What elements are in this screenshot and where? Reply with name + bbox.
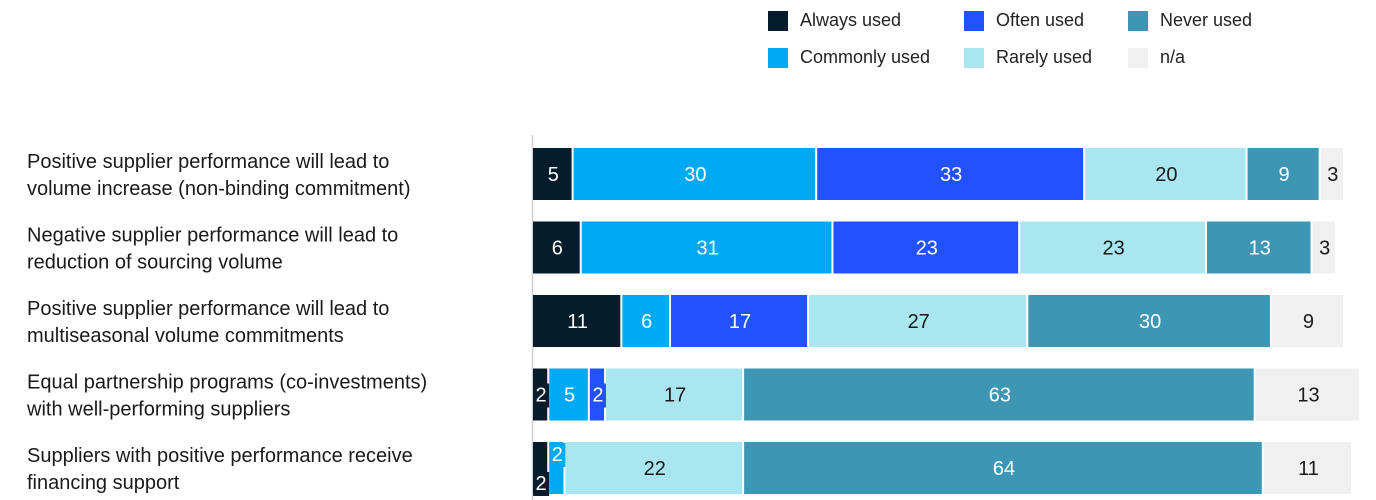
- legend-label: n/a: [1160, 47, 1186, 67]
- category-label: Negative supplier performance will lead …: [27, 225, 398, 247]
- legend-item: Always used: [768, 10, 901, 31]
- bar-segment: [573, 148, 816, 200]
- legend-item: Commonly used: [768, 47, 930, 68]
- bar-segment: [581, 221, 832, 274]
- value-label: 20: [1155, 164, 1177, 186]
- bar-segment: [744, 442, 1262, 494]
- bar-segment: [1263, 442, 1352, 494]
- value-label: 31: [696, 238, 718, 260]
- value-label: 23: [1102, 238, 1124, 260]
- value-tag: [533, 472, 550, 496]
- value-label: 3: [1327, 164, 1338, 186]
- bar-segment: [606, 368, 743, 421]
- value-label: 13: [1249, 238, 1271, 260]
- category-label: financing support: [27, 472, 180, 494]
- value-label: 9: [1279, 164, 1290, 186]
- bar-segment: [1271, 295, 1343, 347]
- bar-segment: [565, 442, 743, 494]
- bar-segment: [1206, 221, 1311, 274]
- value-label: 9: [1303, 311, 1314, 333]
- legend-item: Often used: [964, 10, 1084, 31]
- legend-swatch: [964, 47, 984, 68]
- category-label: reduction of sourcing volume: [27, 252, 283, 274]
- value-label: 2: [536, 473, 547, 495]
- bar-segment: [533, 221, 580, 274]
- bar-segment: [1312, 221, 1335, 274]
- value-label: 27: [908, 311, 930, 333]
- chart-legend: Always used Often used Never used Commonly …: [768, 10, 1288, 80]
- category-label: volume increase (non-binding commitment): [27, 178, 411, 200]
- bar-segment: [1028, 295, 1270, 347]
- value-label: 17: [664, 385, 686, 407]
- bar-segment: [817, 148, 1084, 200]
- legend-item: Never used: [1128, 10, 1252, 31]
- value-label: 63: [989, 385, 1011, 407]
- value-label: 22: [644, 458, 666, 480]
- bar-segment: [744, 368, 1254, 421]
- category-label: Equal partnership programs (co-investmen…: [27, 372, 427, 394]
- legend-swatch: [768, 10, 788, 31]
- value-label: 30: [1139, 311, 1161, 333]
- value-label: 2: [592, 385, 603, 407]
- bar-segment: [533, 148, 572, 200]
- bar-segment: [1020, 221, 1205, 274]
- legend-swatch: [768, 47, 788, 68]
- value-label: 23: [916, 238, 938, 260]
- legend-swatch: [1128, 10, 1148, 31]
- value-label: 2: [552, 444, 563, 466]
- value-tag: [549, 443, 566, 467]
- value-tag: [589, 383, 606, 408]
- value-label: 6: [552, 238, 563, 260]
- value-label: 5: [548, 164, 559, 186]
- legend-label: Often used: [996, 10, 1085, 30]
- legend-swatch: [964, 10, 984, 31]
- bar-segment: [671, 295, 808, 347]
- value-tag: [533, 383, 550, 408]
- legend-item: n/a: [1128, 47, 1185, 68]
- value-label: 11: [567, 311, 588, 333]
- legend-label: Never used: [1160, 10, 1253, 30]
- value-label: 6: [641, 311, 652, 333]
- value-label: 11: [1298, 458, 1319, 480]
- legend-item: Rarely used: [964, 47, 1092, 68]
- category-label: multiseasonal volume commitments: [27, 325, 344, 347]
- bar-segment: [809, 295, 1027, 347]
- legend-label: Rarely used: [996, 47, 1093, 67]
- value-label: 2: [536, 385, 547, 407]
- value-label: 13: [1297, 385, 1319, 407]
- value-label: 3: [1319, 238, 1330, 260]
- legend-label: Always used: [800, 10, 902, 30]
- legend-swatch: [1128, 47, 1148, 68]
- value-label: 5: [564, 385, 575, 407]
- category-label: Positive supplier performance will lead …: [27, 298, 389, 320]
- category-label: Positive supplier performance will lead …: [27, 151, 389, 173]
- bar-segment: [1255, 368, 1360, 421]
- bar-segment: [1320, 148, 1343, 200]
- bar-segment: [833, 221, 1019, 274]
- bar-segment: [549, 368, 588, 421]
- bar-segment: [533, 295, 621, 347]
- stacked-bar-chart: Positive supplier performance will lead …: [26, 135, 1360, 500]
- value-label: 33: [940, 164, 962, 186]
- legend-label: Commonly used: [800, 47, 931, 67]
- category-label: Suppliers with positive performance rece…: [27, 445, 413, 467]
- bar-segment: [622, 295, 670, 347]
- bar-segment: [1085, 148, 1246, 200]
- value-label: 30: [684, 164, 706, 186]
- value-label: 64: [993, 458, 1015, 480]
- value-label: 17: [729, 311, 751, 333]
- category-label: with well-performing suppliers: [26, 399, 290, 421]
- bar-segment: [1247, 148, 1319, 200]
